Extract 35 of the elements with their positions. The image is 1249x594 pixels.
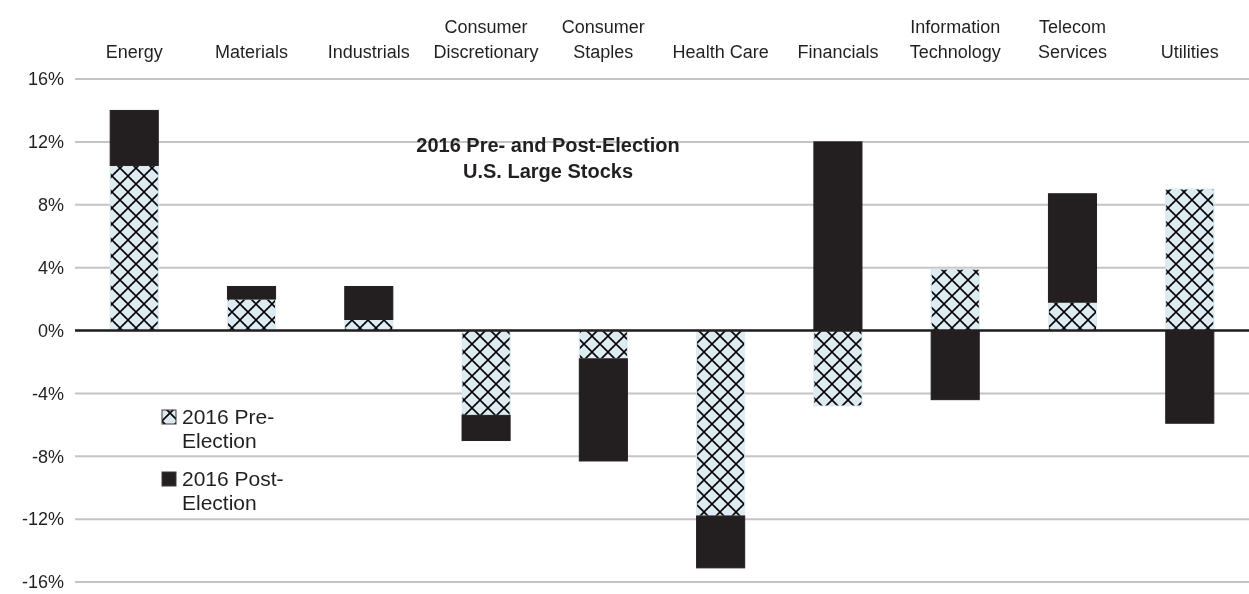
- bar: [344, 285, 394, 320]
- x-tick-label: Financials: [797, 42, 879, 62]
- bar: [696, 330, 746, 517]
- x-tick-label: Information Technology: [909, 17, 1001, 62]
- bar: [578, 358, 628, 462]
- legend-label: 2016 Post-Election: [182, 467, 284, 514]
- x-tick-label: Utilities: [1160, 42, 1219, 62]
- x-tick-label: Energy: [105, 42, 163, 62]
- y-tick-label: 12%: [27, 132, 64, 153]
- bar: [109, 109, 159, 166]
- y-tick-label: 0%: [37, 320, 64, 341]
- bar: [1047, 193, 1098, 303]
- bar: [461, 414, 511, 442]
- y-tick-label: 8%: [37, 195, 64, 216]
- bar: [461, 330, 511, 416]
- bar: [813, 330, 863, 407]
- y-tick-label: -4%: [31, 383, 64, 404]
- bar: [1165, 188, 1215, 331]
- bar: [226, 285, 277, 300]
- x-tick-label: Materials: [214, 42, 289, 62]
- y-tick-label: -8%: [31, 446, 64, 467]
- text: 2016 Pre- and Post-Election U.S. Large Stocks: [416, 134, 680, 182]
- x-tick-label: Consumer Discretionary: [433, 17, 539, 62]
- y-tick-label: -12%: [21, 509, 64, 530]
- x-tick-label: Health Care: [672, 42, 769, 62]
- y-tick-label: -16%: [21, 572, 64, 593]
- y-tick-label: 16%: [27, 69, 64, 90]
- x-tick-label: Industrials: [327, 42, 410, 62]
- legend-label: 2016 Pre-Election: [182, 405, 275, 452]
- bar: [696, 515, 746, 569]
- bar: [109, 164, 159, 331]
- x-tick-label: Telecom Services: [1037, 17, 1108, 62]
- y-tick-label: 4%: [37, 257, 64, 278]
- x-tick-label: Consumer Staples: [561, 17, 645, 62]
- bar: [930, 268, 980, 331]
